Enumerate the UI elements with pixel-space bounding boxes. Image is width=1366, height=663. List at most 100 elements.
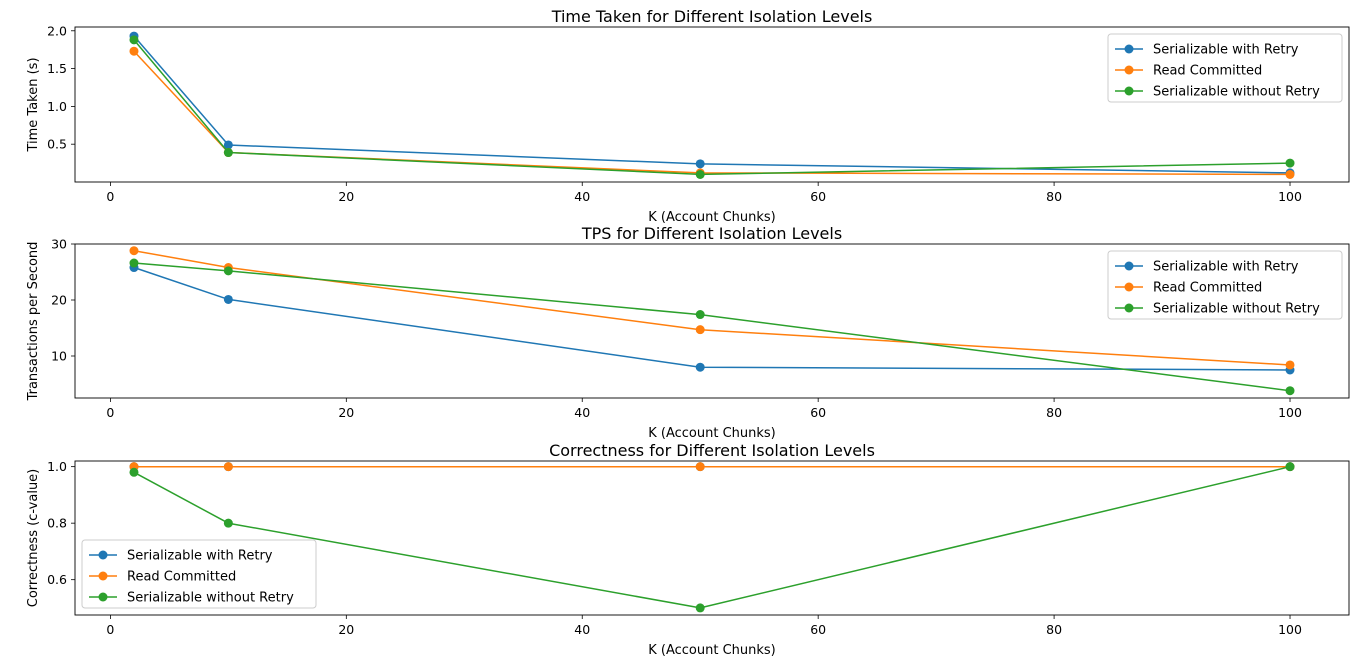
data-point: [1285, 169, 1295, 179]
legend-marker: [98, 571, 108, 581]
data-point: [129, 35, 139, 45]
plot-area: [129, 31, 1295, 179]
subplot-2: TPS for Different Isolation Levels 0 20 40 6…: [26, 224, 1350, 441]
subplot-1: Time Taken for Different Isolation Level…: [26, 7, 1350, 225]
legend-marker: [1124, 86, 1134, 96]
legend-marker: [1124, 282, 1134, 292]
series-line-3: [133, 465, 1291, 609]
legend-item: Serializable without Retry: [1115, 302, 1320, 317]
legend-item: Read Committed: [1115, 64, 1262, 79]
x-tick-label: 20: [338, 405, 354, 420]
x-axis-label: K (Account Chunks): [648, 643, 776, 658]
x-tick-label: 80: [1046, 189, 1062, 204]
y-tick-label: 2.0: [47, 23, 67, 38]
x-tick-label: 100: [1278, 189, 1302, 204]
legend: Serializable with Retry Read Committed Ser…: [81, 539, 317, 609]
series-line-3: [133, 39, 1291, 176]
y-tick-label: 10: [51, 349, 67, 364]
legend-marker: [1124, 261, 1134, 271]
legend-item: Serializable without Retry: [89, 591, 294, 606]
x-tick-label: 100: [1278, 622, 1302, 637]
data-point: [695, 362, 705, 372]
y-axis-label: Time Taken (s): [26, 57, 41, 152]
x-tick-label: 80: [1046, 622, 1062, 637]
chart-title: Time Taken for Different Isolation Level…: [551, 7, 873, 26]
y-tick-label: 1.0: [47, 99, 67, 114]
y-tick-label: 1.5: [47, 61, 67, 76]
axes-frame: [74, 26, 1350, 183]
data-point: [129, 46, 139, 56]
legend-marker: [1124, 44, 1134, 54]
data-point: [695, 169, 705, 179]
legend-marker: [98, 550, 108, 560]
data-point: [223, 266, 233, 276]
legend-label: Serializable without Retry: [1153, 85, 1320, 100]
x-axis-label: K (Account Chunks): [648, 210, 776, 225]
y-tick-label: 30: [51, 237, 67, 252]
x-tick-label: 20: [338, 622, 354, 637]
legend-item: Serializable with Retry: [1115, 260, 1299, 275]
x-tick-label: 0: [106, 189, 114, 204]
y-axis-label: Correctness (c-value): [26, 469, 41, 608]
legend-box: [1107, 33, 1343, 103]
y-tick-label: 20: [51, 293, 67, 308]
legend-marker: [1124, 303, 1134, 313]
plot-area: [129, 462, 1295, 613]
data-point: [223, 518, 233, 528]
data-point: [695, 310, 705, 320]
legend-label: Read Committed: [1153, 281, 1262, 296]
legend-item: Read Committed: [89, 570, 236, 585]
data-point: [129, 467, 139, 477]
y-tick-label: 1.0: [47, 459, 67, 474]
data-point: [1285, 158, 1295, 168]
x-tick-label: 100: [1278, 405, 1302, 420]
axes-frame: [74, 243, 1350, 399]
data-point: [1285, 360, 1295, 370]
legend-item: Serializable with Retry: [1115, 43, 1299, 58]
series-line-3: [133, 262, 1291, 392]
legend-item: Read Committed: [1115, 281, 1262, 296]
legend-box: [1107, 250, 1343, 320]
data-point: [223, 294, 233, 304]
data-point: [223, 148, 233, 158]
x-tick-label: 60: [810, 405, 826, 420]
legend-item: Serializable without Retry: [1115, 85, 1320, 100]
legend-label: Serializable with Retry: [1153, 43, 1299, 58]
legend-label: Read Committed: [127, 570, 236, 585]
legend-marker: [1124, 65, 1134, 75]
legend-label: Serializable with Retry: [127, 549, 273, 564]
x-tick-label: 60: [810, 189, 826, 204]
x-tick-label: 40: [574, 405, 590, 420]
data-point: [223, 462, 233, 472]
data-point: [695, 462, 705, 472]
legend-label: Read Committed: [1153, 64, 1262, 79]
legend-label: Serializable without Retry: [1153, 302, 1320, 317]
subplot-3: Correctness for Different Isolation Leve…: [26, 441, 1350, 658]
x-axis-label: K (Account Chunks): [648, 426, 776, 441]
x-tick-label: 0: [106, 405, 114, 420]
data-point: [129, 258, 139, 268]
data-point: [695, 159, 705, 169]
y-tick-label: 0.6: [47, 572, 67, 587]
data-point: [223, 140, 233, 150]
series-line-1: [133, 266, 1291, 371]
x-tick-label: 60: [810, 622, 826, 637]
chart-title: TPS for Different Isolation Levels: [581, 224, 842, 243]
x-tick-label: 40: [574, 622, 590, 637]
y-tick-label: 0.5: [47, 137, 67, 152]
y-tick-label: 0.8: [47, 516, 67, 531]
y-axis-label: Transactions per Second: [26, 242, 41, 402]
data-point: [695, 325, 705, 335]
data-point: [1285, 386, 1295, 396]
data-point: [1285, 462, 1295, 472]
legend: Serializable with Retry Read Committed Ser…: [1107, 33, 1343, 103]
data-point: [695, 603, 705, 613]
plot-area: [129, 246, 1295, 396]
data-point: [129, 246, 139, 256]
legend-marker: [98, 592, 108, 602]
legend-item: Serializable with Retry: [89, 549, 273, 564]
x-tick-label: 40: [574, 189, 590, 204]
axes-frame: [74, 460, 1350, 616]
legend-label: Serializable with Retry: [1153, 260, 1299, 275]
